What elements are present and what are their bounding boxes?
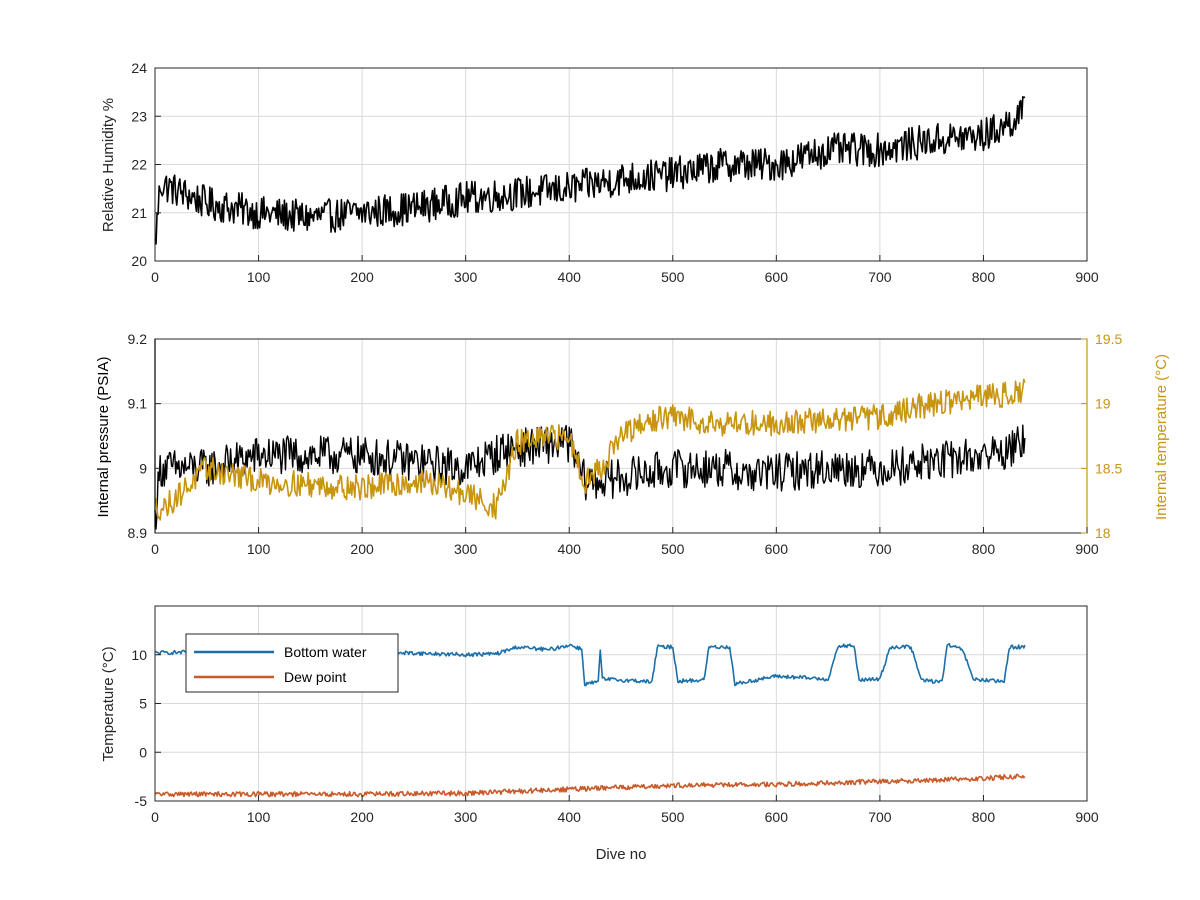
internal-temperature-y-tick-label: 19.5 <box>1095 331 1122 347</box>
pressure-x-tick-label: 900 <box>1075 541 1099 557</box>
humidity-y-tick-label: 20 <box>131 253 147 269</box>
temperature-y-tick-label: 5 <box>139 696 147 712</box>
pressure-x-tick-label: 700 <box>868 541 892 557</box>
internal-temperature-y-tick-label: 18 <box>1095 525 1111 541</box>
x-axis-label-dive-no: Dive no <box>596 846 647 863</box>
humidity-series <box>154 96 1026 245</box>
temperature-x-ticks: 0 100 200 300 400 500 600 700 800 900 <box>151 795 1099 825</box>
humidity-series-0-line <box>154 96 1026 245</box>
humidity-x-tick-label: 900 <box>1075 269 1099 285</box>
temperature-x-tick-label: 0 <box>151 809 159 825</box>
pressure-x-tick-label: 500 <box>661 541 685 557</box>
humidity-y-tick-label: 23 <box>131 108 147 124</box>
temperature-x-tick-label: 900 <box>1075 809 1099 825</box>
internal-temperature-y-tick-label: 19 <box>1095 396 1111 412</box>
temperature-x-tick-label: 500 <box>661 809 685 825</box>
legend-box <box>185 633 399 693</box>
pressure-panel: 0 100 200 300 400 500 600 700 800 900 8.999.19.2 … <box>95 331 1170 557</box>
temperature-y-ticks: -5 0 5 10 <box>131 647 161 809</box>
humidity-y-axis-label: Relative Humidity % <box>100 98 117 232</box>
internal-temperature-y-ticks: 18 18.5 19 19.5 <box>1081 331 1122 541</box>
pressure-y-tick-label: 9.1 <box>128 396 148 412</box>
temperature-x-tick-label: 300 <box>454 809 478 825</box>
pressure-series-0-line <box>154 424 1026 530</box>
humidity-x-tick-label: 600 <box>765 269 789 285</box>
temperature-x-tick-label: 800 <box>972 809 996 825</box>
humidity-y-tick-label: 21 <box>131 205 147 221</box>
humidity-x-tick-label: 500 <box>661 269 685 285</box>
humidity-panel: 0 100 200 300 400 500 600 700 800 900 2021222324 … <box>100 60 1099 285</box>
humidity-x-tick-label: 300 <box>454 269 478 285</box>
pressure-x-tick-label: 400 <box>558 541 582 557</box>
humidity-y-ticks: 20 21 22 23 24 <box>131 60 161 269</box>
legend-label-dew-point: Dew point <box>284 669 346 685</box>
pressure-x-tick-label: 0 <box>151 541 159 557</box>
temperature-x-tick-label: 600 <box>765 809 789 825</box>
temperature-y-tick-label: 10 <box>131 647 147 663</box>
internal-temperature-y-tick-label: 18.5 <box>1095 460 1122 476</box>
humidity-x-tick-label: 400 <box>558 269 582 285</box>
pressure-y-tick-label: 9.2 <box>128 331 148 347</box>
legend-label-bottom-water: Bottom water <box>284 644 367 660</box>
humidity-x-tick-label: 800 <box>972 269 996 285</box>
humidity-x-tick-label: 200 <box>350 269 374 285</box>
pressure-x-ticks: 0 100 200 300 400 500 600 700 800 900 <box>151 527 1099 557</box>
humidity-x-tick-label: 700 <box>868 269 892 285</box>
pressure-x-tick-label: 100 <box>247 541 271 557</box>
temperature-x-tick-label: 100 <box>247 809 271 825</box>
temperature-y-axis-label: Temperature (°C) <box>100 646 117 761</box>
pressure-x-tick-label: 800 <box>972 541 996 557</box>
humidity-y-tick-label: 22 <box>131 157 147 173</box>
pressure-x-tick-label: 200 <box>350 541 374 557</box>
temperature-x-tick-label: 400 <box>558 809 582 825</box>
humidity-x-ticks: 0 100 200 300 400 500 600 700 800 900 <box>151 255 1099 285</box>
pressure-y-axis-label: Internal pressure (PSIA) <box>95 357 112 518</box>
temperature-y-tick-label: 0 <box>139 744 147 760</box>
dew-point-line <box>154 773 1026 798</box>
pressure-x-tick-label: 300 <box>454 541 478 557</box>
internal-temperature-y-axis-label: Internal temperature (°C) <box>1153 354 1170 520</box>
pressure-x-tick-label: 600 <box>765 541 789 557</box>
humidity-x-tick-label: 0 <box>151 269 159 285</box>
pressure-series-1-line <box>154 378 1026 521</box>
temperature-x-tick-label: 200 <box>350 809 374 825</box>
legend: Bottom water Dew point <box>185 633 399 693</box>
pressure-y-tick-label: 9 <box>139 460 147 476</box>
pressure-y-tick-label: 8.9 <box>128 525 148 541</box>
pressure-axes-frame <box>154 338 1088 534</box>
temperature-y-tick-label: -5 <box>135 793 148 809</box>
pressure-y-ticks: 8.9 9 9.1 9.2 <box>128 331 161 541</box>
temperature-x-tick-label: 700 <box>868 809 892 825</box>
pressure-series <box>154 378 1026 530</box>
humidity-x-tick-label: 100 <box>247 269 271 285</box>
humidity-y-tick-label: 24 <box>131 60 147 76</box>
